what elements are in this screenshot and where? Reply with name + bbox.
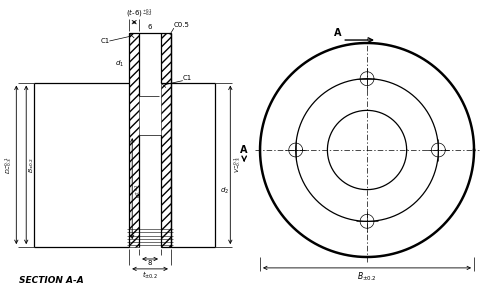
Text: 6: 6 <box>148 24 152 30</box>
Text: $D^{-0.1}_{-0.3}$: $D^{-0.1}_{-0.3}$ <box>3 156 14 174</box>
Text: SECTION A-A: SECTION A-A <box>19 276 84 285</box>
Bar <box>161 33 171 247</box>
Bar <box>129 33 139 247</box>
Text: $(t$-$6)$: $(t$-$6)$ <box>126 7 143 18</box>
Text: $d_2$: $d_2$ <box>220 186 229 196</box>
Text: $V^{-0.1}_{-0.3}$: $V^{-0.1}_{-0.3}$ <box>232 156 243 173</box>
Text: $B_{\pm0.2}$: $B_{\pm0.2}$ <box>27 157 36 173</box>
Text: $B_{\pm0.2}$: $B_{\pm0.2}$ <box>357 271 377 284</box>
Text: A: A <box>334 28 341 38</box>
Text: C0.5: C0.5 <box>174 22 190 28</box>
Text: A: A <box>241 145 248 155</box>
Text: $d_1$: $d_1$ <box>115 59 124 69</box>
Text: $t_{\pm0.2}$: $t_{\pm0.2}$ <box>142 270 158 281</box>
Text: C1: C1 <box>183 75 192 81</box>
Text: $d^{+0.2}_{0}$: $d^{+0.2}_{0}$ <box>133 184 144 199</box>
Text: $^{+0.1}_{-0.2}$: $^{+0.1}_{-0.2}$ <box>142 8 153 18</box>
Text: 8: 8 <box>148 260 152 266</box>
Text: C1: C1 <box>100 38 109 44</box>
